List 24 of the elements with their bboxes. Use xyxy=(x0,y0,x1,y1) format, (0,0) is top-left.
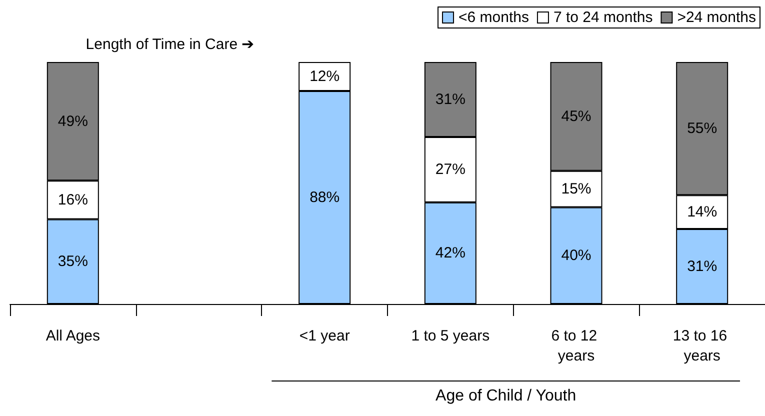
legend-label: 7 to 24 months xyxy=(553,9,653,26)
data-label: 31% xyxy=(687,258,718,275)
legend-label: >24 months xyxy=(677,9,756,26)
data-label: 55% xyxy=(687,120,718,138)
data-label: 15% xyxy=(561,180,592,198)
data-label: 12% xyxy=(310,68,340,86)
x-tick-label: 13 to 16 years xyxy=(672,328,732,364)
text: Length of Time in Care ➔ xyxy=(86,36,255,53)
x-tick-label: 1 to 5 years xyxy=(411,328,490,344)
x-tick-label: <1 year xyxy=(299,328,350,344)
data-label: 42% xyxy=(435,244,466,262)
x-tick-label: 6 to 12 years xyxy=(551,328,602,364)
data-label: 35% xyxy=(58,253,88,270)
data-label: 14% xyxy=(687,204,718,221)
data-label: 49% xyxy=(58,112,88,130)
x-axis-title: Age of Child / Youth xyxy=(436,388,576,404)
data-label: 31% xyxy=(435,91,466,108)
data-label: 27% xyxy=(435,161,466,178)
data-label: 45% xyxy=(561,108,592,125)
data-label: 88% xyxy=(310,189,340,206)
x-tick-label: All Ages xyxy=(46,328,100,344)
data-label: 16% xyxy=(58,191,88,208)
data-label: 40% xyxy=(561,247,592,264)
legend-label: <6 months xyxy=(458,9,529,26)
